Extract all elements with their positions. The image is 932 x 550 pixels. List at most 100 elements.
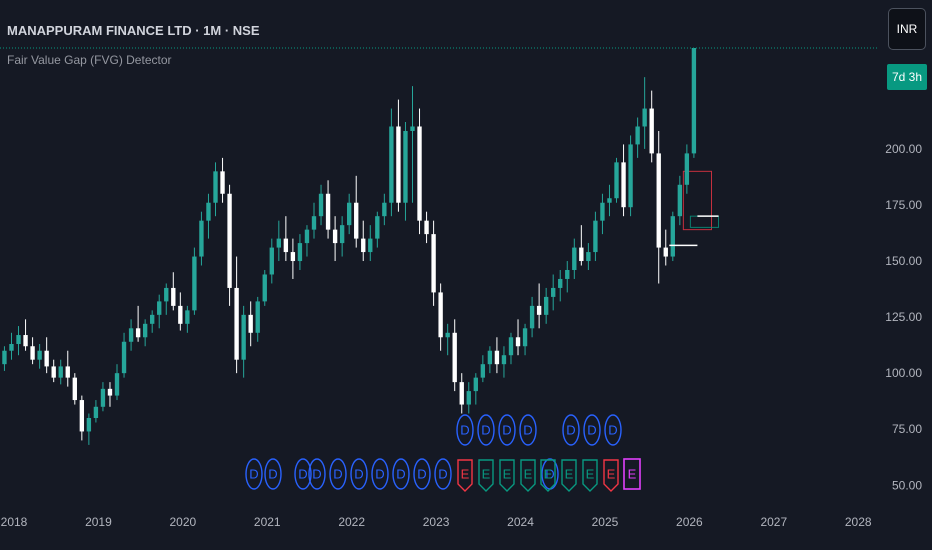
candle-body xyxy=(600,202,605,221)
signal-d-marker: D xyxy=(392,458,410,490)
x-tick-label: 2020 xyxy=(169,515,196,529)
marker-label: D xyxy=(312,467,321,482)
candle-body xyxy=(79,400,85,432)
candle-body xyxy=(691,48,697,154)
marker-label: E xyxy=(461,467,470,482)
x-tick-label: 2027 xyxy=(760,515,787,529)
marker-circle xyxy=(308,458,326,490)
candle-body xyxy=(572,247,577,270)
signal-d-marker: D xyxy=(498,414,516,446)
signal-d-marker: D xyxy=(519,414,537,446)
candle-body xyxy=(346,202,352,226)
candle-body xyxy=(536,305,542,315)
marker-label: D xyxy=(375,467,384,482)
candle-body xyxy=(192,256,197,311)
candle-body xyxy=(354,202,359,239)
candle-body xyxy=(128,328,134,342)
candle-body xyxy=(51,366,56,378)
level-lines xyxy=(669,215,719,247)
signal-markers: D D D D D D D D D DD D D D D D DDE E E E E E E E E xyxy=(245,414,641,492)
candle-body xyxy=(635,126,640,145)
signal-d-marker: D xyxy=(245,458,263,490)
marker-label: D xyxy=(523,423,532,438)
candle-body xyxy=(628,144,633,208)
signal-d-marker: D xyxy=(604,414,622,446)
marker-pennant xyxy=(520,459,536,492)
indicator-label[interactable]: Fair Value Gap (FVG) Detector xyxy=(7,53,172,67)
candle-body xyxy=(199,220,204,257)
signal-e-marker: E xyxy=(603,459,619,492)
candle-body xyxy=(445,332,450,338)
marker-circle xyxy=(583,414,601,446)
candle-body xyxy=(318,193,324,217)
candle-body xyxy=(262,274,267,302)
x-tick-label: 2028 xyxy=(845,515,872,529)
signal-d-marker: D xyxy=(264,458,282,490)
candle-body xyxy=(522,328,528,347)
candle-body xyxy=(171,287,176,306)
marker-pennant xyxy=(561,459,577,492)
symbol-title[interactable]: MANAPPURAM FINANCE LTD · 1M · NSE xyxy=(7,23,260,38)
y-tick-label: 50.00 xyxy=(892,478,922,492)
signal-d-marker: D xyxy=(456,414,474,446)
x-tick-label: 2019 xyxy=(85,515,112,529)
y-tick-label: 125.00 xyxy=(885,310,922,324)
candle-body xyxy=(248,314,253,333)
marker-label: E xyxy=(565,467,574,482)
candle-body xyxy=(480,364,486,378)
marker-label: D xyxy=(249,467,258,482)
candle-body xyxy=(86,418,92,432)
candle-body xyxy=(565,270,570,279)
candle-body xyxy=(185,310,190,324)
marker-label: D xyxy=(566,423,575,438)
marker-label: D xyxy=(587,423,596,438)
marker-circle xyxy=(477,414,495,446)
marker-circle xyxy=(604,414,622,446)
candle-body xyxy=(424,220,429,235)
x-tick-label: 2022 xyxy=(338,515,365,529)
marker-circle xyxy=(245,458,263,490)
candle-body xyxy=(16,335,21,344)
y-tick-label: 150.00 xyxy=(885,254,922,268)
x-tick-label: 2026 xyxy=(676,515,703,529)
candle-body xyxy=(65,366,70,378)
candle-body xyxy=(684,153,690,185)
candle-body xyxy=(339,225,345,244)
marker-label: D xyxy=(545,467,554,482)
signal-d-marker: D xyxy=(413,458,431,490)
marker-label: D xyxy=(354,467,363,482)
fvg-zone xyxy=(682,170,712,231)
marker-pennant xyxy=(603,459,619,492)
candle-body xyxy=(375,216,380,239)
candle-body xyxy=(508,337,514,356)
marker-label: D xyxy=(460,423,469,438)
marker-circle xyxy=(456,414,474,446)
marker-label: D xyxy=(333,467,342,482)
candles xyxy=(2,48,697,445)
currency-button[interactable]: INR xyxy=(888,8,926,50)
candle-body xyxy=(593,220,598,253)
candle-body xyxy=(157,301,162,315)
marker-label: E xyxy=(524,467,533,482)
y-tick-label: 200.00 xyxy=(885,142,922,156)
signal-d-marker: D xyxy=(562,414,580,446)
candle-body xyxy=(417,126,422,221)
marker-label: E xyxy=(482,467,491,482)
candle-body xyxy=(551,287,556,297)
marker-pennant xyxy=(582,459,598,492)
fvg-zone xyxy=(689,215,720,228)
candle-body xyxy=(656,153,661,248)
candle-body xyxy=(459,382,464,405)
candle-body xyxy=(220,171,225,194)
candle-body xyxy=(135,328,141,338)
candle-body xyxy=(269,247,274,275)
candle-body xyxy=(529,305,535,329)
candle-body xyxy=(142,323,148,338)
marker-circle xyxy=(413,458,431,490)
candle-body xyxy=(677,184,683,217)
candle-body xyxy=(164,287,169,302)
candle-body xyxy=(234,287,239,360)
marker-label: D xyxy=(502,423,511,438)
marker-circle xyxy=(392,458,410,490)
